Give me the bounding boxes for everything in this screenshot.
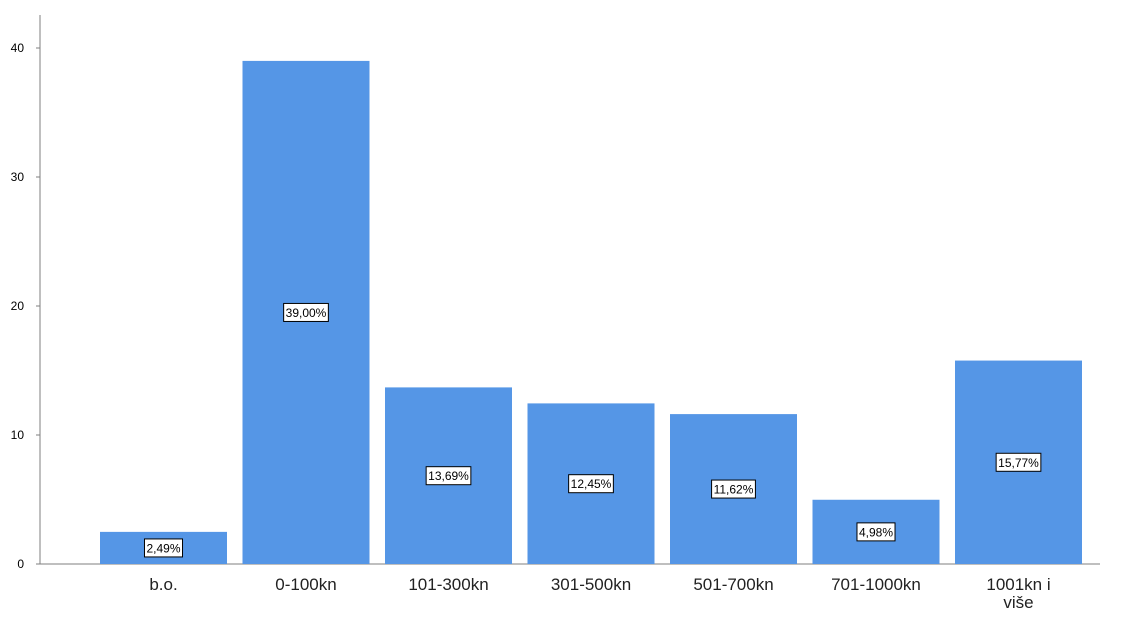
- data-label-box: [143, 538, 184, 558]
- data-label-text: 11,62%: [714, 483, 754, 497]
- y-tick-label: 10: [11, 428, 25, 442]
- x-category-label: b.o.: [149, 575, 177, 594]
- data-label: 13,69%: [425, 466, 472, 486]
- y-tick-label: 20: [11, 299, 25, 313]
- data-label-box: [568, 474, 614, 494]
- y-axis-ticks: 0 10 20 30 40: [11, 41, 40, 571]
- y-tick-label: 40: [11, 41, 25, 55]
- data-label-box: [711, 479, 756, 499]
- x-axis-labels: b.o. 0-100kn 101-300kn 301-500kn 501-700kn 70…: [149, 575, 1050, 612]
- y-tick-label: 0: [17, 557, 24, 571]
- data-label: 4,98%: [856, 522, 896, 542]
- data-label-text: 4,98%: [859, 525, 893, 539]
- x-category-label: 101-300kn: [408, 575, 488, 594]
- data-label-text: 15,77%: [998, 456, 1039, 470]
- data-label: 39,00%: [283, 302, 329, 322]
- y-tick-label: 30: [11, 170, 25, 184]
- data-label: 11,62%: [711, 479, 756, 499]
- data-label-box: [283, 302, 329, 322]
- data-label-text: 13,69%: [428, 469, 469, 483]
- x-category-label: 301-500kn: [551, 575, 631, 594]
- data-label: 12,45%: [568, 474, 614, 494]
- x-category-label: 0-100kn: [275, 575, 336, 594]
- data-label-box: [856, 522, 896, 542]
- data-label-text: 12,45%: [571, 477, 612, 491]
- data-label-box: [425, 466, 472, 486]
- data-labels: 2,49% 39,00% 13,69% 12,45% 11,62% 4,98% 15,77%: [143, 302, 1042, 558]
- data-label-text: 2,49%: [146, 541, 180, 555]
- x-category-label: 701-1000kn: [831, 575, 921, 594]
- x-category-label: 1001kn i više: [986, 575, 1050, 612]
- data-label: 2,49%: [143, 538, 184, 558]
- x-category-label: 501-700kn: [693, 575, 773, 594]
- data-label-text: 39,00%: [286, 306, 327, 320]
- data-label-box: [995, 452, 1042, 472]
- data-label: 15,77%: [995, 452, 1042, 472]
